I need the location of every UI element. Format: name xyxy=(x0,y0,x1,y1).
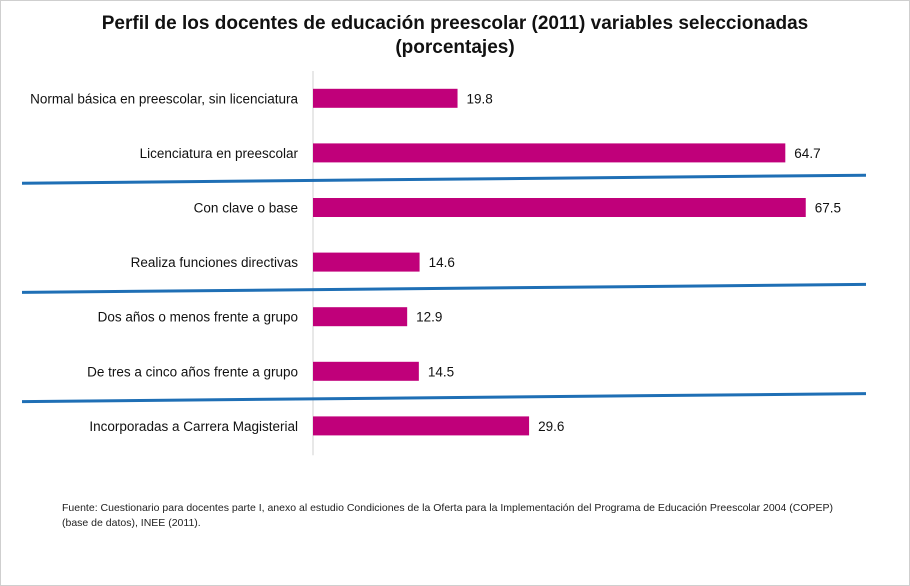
category-label: Incorporadas a Carrera Magisterial xyxy=(89,419,298,434)
source-note: Fuente: Cuestionario para docentes parte… xyxy=(62,501,862,531)
category-label: Realiza funciones directivas xyxy=(131,255,299,270)
group-separator-line xyxy=(21,282,867,294)
bar xyxy=(313,252,420,272)
data-label: 14.5 xyxy=(428,364,454,379)
category-label: De tres a cinco años frente a grupo xyxy=(87,364,298,379)
category-label: Licenciatura en preescolar xyxy=(140,146,299,161)
bar xyxy=(313,361,419,381)
data-label: 29.6 xyxy=(538,419,564,434)
category-label: Con clave o base xyxy=(194,201,298,216)
source-line-2: (base de datos), INEE (2011). xyxy=(62,517,201,529)
data-label: 64.7 xyxy=(794,146,820,161)
chart-title-line-1: Perfil de los docentes de educación pree… xyxy=(101,13,809,34)
bar xyxy=(313,88,458,108)
data-label: 19.8 xyxy=(467,91,493,106)
bar xyxy=(313,416,530,436)
bar xyxy=(313,143,786,163)
bar xyxy=(313,307,408,327)
group-separator-line xyxy=(21,173,867,185)
group-separator-line xyxy=(21,392,867,404)
bar xyxy=(313,198,806,217)
chart-title-line-2: (porcentajes) xyxy=(395,37,515,58)
chart-title: Perfil de los docentes de educación pree… xyxy=(0,12,910,60)
category-label: Normal básica en preescolar, sin licenci… xyxy=(30,91,298,106)
data-label: 67.5 xyxy=(815,201,841,216)
source-line-1: Fuente: Cuestionario para docentes parte… xyxy=(62,502,834,514)
category-label: Dos años o menos frente a grupo xyxy=(98,310,298,325)
data-label: 12.9 xyxy=(416,310,442,325)
data-label: 14.6 xyxy=(429,255,455,270)
